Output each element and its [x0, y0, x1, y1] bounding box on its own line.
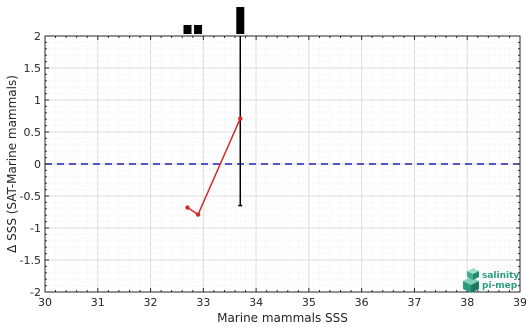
error-bars [238, 36, 243, 207]
x-tick-label: 32 [144, 296, 158, 309]
y-tick-label: 1 [34, 94, 41, 107]
y-tick-label: 1.5 [24, 62, 42, 75]
data-series [185, 116, 243, 217]
y-tick-label: 2 [34, 30, 41, 43]
histogram-top [183, 7, 245, 34]
x-tick-label: 36 [355, 296, 369, 309]
x-tick-label: 31 [91, 296, 105, 309]
y-tick-label: -1 [30, 222, 41, 235]
axis-ticks [44, 35, 521, 293]
cube-cluster-icon [463, 268, 479, 293]
x-tick-label: 34 [249, 296, 263, 309]
axis-tick-labels: 30 31 32 33 34 35 36 37 38 39 -2 -1.5 -1 -0.5 0 0.5 1 1.5… [20, 30, 526, 309]
x-tick-label: 37 [407, 296, 421, 309]
data-point [185, 205, 190, 210]
y-tick-label: -2 [30, 286, 41, 299]
logo-text-line2: pi-mep [482, 281, 518, 291]
x-tick-label: 38 [460, 296, 474, 309]
grid [44, 35, 521, 293]
y-tick-label: -0.5 [20, 190, 41, 203]
y-axis-title: Δ SSS (SAT-Marine mammals) [5, 75, 19, 253]
x-axis-title: Marine mammals SSS [217, 311, 348, 325]
histogram-bar [236, 7, 245, 34]
x-tick-label: 30 [38, 296, 52, 309]
y-tick-label: 0.5 [24, 126, 42, 139]
data-point [238, 116, 243, 121]
y-tick-label: 0 [34, 158, 41, 171]
y-tick-label: -1.5 [20, 254, 41, 267]
histogram-bar [194, 25, 203, 34]
x-tick-label: 35 [302, 296, 316, 309]
x-tick-label: 33 [196, 296, 210, 309]
salinity-pimep-logo: salinity pi-mep [463, 268, 519, 293]
histogram-bar [183, 25, 192, 34]
data-point [195, 212, 201, 217]
logo-text-line1: salinity [482, 271, 519, 281]
x-tick-label: 39 [513, 296, 526, 309]
